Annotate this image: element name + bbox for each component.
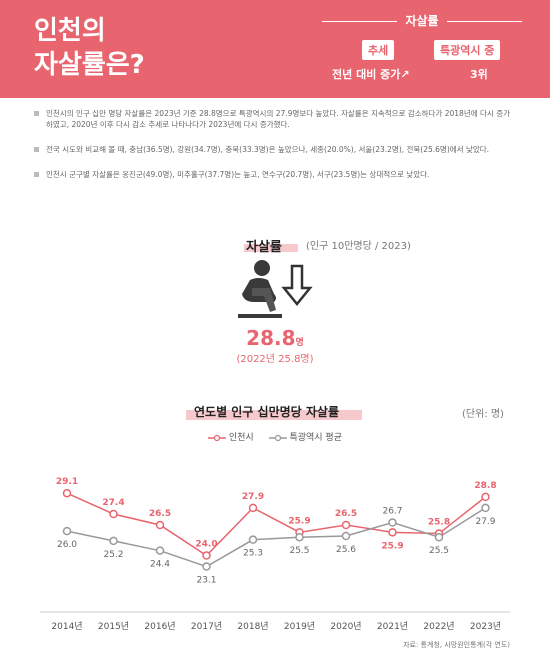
data-point-metro-avg <box>341 531 351 541</box>
bullet-item: 인천시의 인구 십만 명당 자살률은 2023년 기준 28.8명으로 특광역시… <box>34 108 514 130</box>
data-point-incheon <box>341 520 351 530</box>
rank-value: 3위 <box>470 68 488 81</box>
page-title: 인천의 자살률은? <box>34 14 145 82</box>
chart-unit: (단위: 명) <box>462 409 504 420</box>
data-label-incheon: 26.5 <box>335 509 357 519</box>
data-point-incheon <box>388 528 397 537</box>
chart-title: 연도별 인구 십만명당 자살률 <box>194 405 340 419</box>
data-point-metro-avg <box>295 532 304 542</box>
data-label-metro-avg: 26.7 <box>382 507 402 517</box>
header-banner: 인천의 자살률은? 자살률 추세 특광역시 중 전년 대비 증가↗ 3위 <box>0 0 550 98</box>
series-line-metro-avg <box>66 507 486 568</box>
legend-item-incheon: 인천시 <box>207 430 254 443</box>
data-label-metro-avg: 25.5 <box>429 546 449 556</box>
x-tick-label: 2020년 <box>330 621 361 632</box>
data-label-incheon: 25.9 <box>381 541 403 551</box>
data-label-metro-avg: 25.3 <box>243 549 263 559</box>
data-label-metro-avg: 25.5 <box>289 546 309 556</box>
data-point-incheon <box>481 492 490 502</box>
data-point-metro-avg <box>388 518 397 527</box>
data-label-incheon: 25.9 <box>288 516 310 526</box>
source-note: 자료: 통계청, 사망원인통계(각 연도) <box>403 641 510 649</box>
data-label-incheon: 27.9 <box>242 492 264 502</box>
data-label-incheon: 28.8 <box>474 481 496 491</box>
bullet-item: 전국 시도와 비교해 볼 때, 충남(36.5명), 강원(34.7명), 충북… <box>34 144 514 155</box>
x-tick-label: 2018년 <box>237 621 268 632</box>
data-label-incheon: 27.4 <box>102 498 124 508</box>
title-line-1: 인천의 <box>34 16 106 46</box>
x-tick-label: 2014년 <box>51 621 82 632</box>
data-label-incheon: 26.5 <box>149 509 171 519</box>
chart-legend: 인천시 특광역시 평균 <box>0 430 550 443</box>
kpi-highlight <box>244 244 298 252</box>
kpi-label: 자살률 <box>246 240 282 255</box>
data-label-metro-avg: 27.9 <box>475 517 495 527</box>
x-tick-label: 2021년 <box>377 621 408 632</box>
bullet-item: 인천시 군구별 자살률은 옹진군(49.0명), 미추홀구(37.7명)는 높고… <box>34 169 514 180</box>
data-point-metro-avg <box>248 535 258 544</box>
trend-value: 전년 대비 증가↗ <box>332 68 410 81</box>
x-tick-label: 2019년 <box>284 621 315 632</box>
x-tick-label: 2017년 <box>191 621 222 632</box>
legend-item-metro-avg: 특광역시 평균 <box>268 430 342 443</box>
data-label-incheon: 25.8 <box>428 518 450 528</box>
data-point-metro-avg <box>62 526 72 536</box>
line-chart: 2014년 2015년 2016년 2017년 2018년 2019년 2020년 2021년… <box>40 477 510 632</box>
data-point-metro-avg <box>202 562 211 571</box>
x-tick-label: 2016년 <box>144 621 175 632</box>
kpi-value: 28.8명 <box>246 326 304 350</box>
data-label-metro-avg: 23.1 <box>196 576 216 586</box>
rank-badge: 특광역시 중 <box>434 40 501 60</box>
x-tick-label: 2015년 <box>98 621 129 632</box>
data-point-metro-avg <box>434 532 444 542</box>
title-line-2: 자살률은? <box>34 50 145 80</box>
data-point-incheon <box>155 520 165 530</box>
data-label-metro-avg: 25.2 <box>103 550 123 560</box>
data-label-metro-avg: 26.0 <box>57 540 77 550</box>
data-point-incheon <box>202 551 211 560</box>
data-label-metro-avg: 25.6 <box>336 545 356 555</box>
data-point-incheon <box>248 503 258 513</box>
data-label-metro-avg: 24.4 <box>150 560 170 570</box>
series-line-incheon <box>66 492 486 557</box>
sitting-person-down-arrow-icon <box>234 258 314 324</box>
x-tick-label: 2023년 <box>470 621 501 632</box>
chart-title-highlight <box>186 410 362 420</box>
data-point-incheon <box>62 488 72 498</box>
trend-badge: 추세 <box>362 40 395 60</box>
summary-bullets: 인천시의 인구 십만 명당 자살률은 2023년 기준 28.8명으로 특광역시… <box>34 108 514 194</box>
data-point-metro-avg <box>481 503 490 513</box>
data-label-incheon: 29.1 <box>56 477 78 487</box>
data-point-incheon <box>109 509 118 519</box>
x-tick-label: 2022년 <box>423 621 454 632</box>
kpi-subtitle: (인구 10만명당 / 2023) <box>306 241 411 252</box>
category-label: 자살률 <box>322 12 522 30</box>
data-point-metro-avg <box>109 536 118 546</box>
kpi-previous: (2022년 25.8명) <box>236 354 314 365</box>
data-label-incheon: 24.0 <box>195 540 217 550</box>
data-point-metro-avg <box>155 546 165 555</box>
summary-panel: 자살률 추세 특광역시 중 전년 대비 증가↗ 3위 <box>322 12 522 81</box>
